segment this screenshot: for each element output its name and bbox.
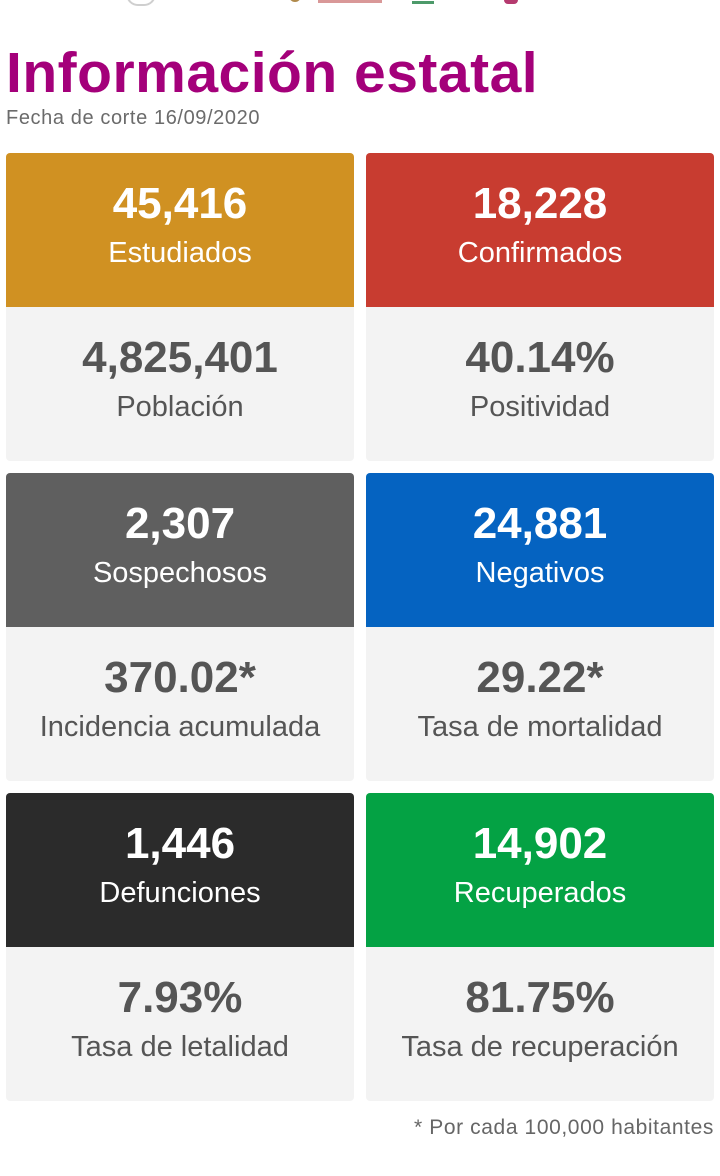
government-seal-logo [126, 0, 156, 6]
mortalidad-label: Tasa de mortalidad [417, 711, 663, 743]
recuperacion-label: Tasa de recuperación [401, 1031, 679, 1063]
card-header-estudiados: 45,416 Estudiados [6, 153, 354, 307]
header-logos [0, 0, 720, 8]
card-sospechosos: 2,307 Sospechosos 370.02* Incidencia acu… [6, 473, 354, 781]
card-body-positividad: 40.14% Positividad [366, 307, 714, 461]
card-header-negativos: 24,881 Negativos [366, 473, 714, 627]
positividad-label: Positividad [469, 391, 611, 423]
card-header-sospechosos: 2,307 Sospechosos [6, 473, 354, 627]
incidencia-value: 370.02* [104, 653, 256, 702]
incidencia-label: Incidencia acumulada [39, 711, 321, 743]
poblacion-value: 4,825,401 [82, 333, 278, 382]
page-header: Información estatal Fecha de corte 16/09… [6, 40, 538, 130]
positividad-value: 40.14% [465, 333, 615, 382]
card-negativos: 24,881 Negativos 29.22* Tasa de mortalid… [366, 473, 714, 781]
card-header-defunciones: 1,446 Defunciones [6, 793, 354, 947]
card-body-recuperacion: 81.75% Tasa de recuperación [366, 947, 714, 1101]
card-body-mortalidad: 29.22* Tasa de mortalidad [366, 627, 714, 781]
card-body-letalidad: 7.93% Tasa de letalidad [6, 947, 354, 1101]
health-logo [412, 1, 434, 4]
recuperados-label: Recuperados [453, 877, 627, 909]
card-header-confirmados: 18,228 Confirmados [366, 153, 714, 307]
footnote: * Por cada 100,000 habitantes [414, 1116, 714, 1139]
recuperados-value: 14,902 [472, 819, 608, 868]
institution-logo [504, 0, 518, 4]
letalidad-label: Tasa de letalidad [71, 1031, 289, 1063]
state-emblem-logo [289, 0, 301, 2]
mortalidad-value: 29.22* [476, 653, 604, 702]
recuperacion-value: 81.75% [465, 973, 615, 1022]
page-title: Información estatal [6, 41, 539, 105]
state-wordmark-logo [318, 0, 382, 3]
card-confirmados: 18,228 Confirmados 40.14% Positividad [366, 153, 714, 461]
card-estudiados: 45,416 Estudiados 4,825,401 Población [6, 153, 354, 461]
letalidad-value: 7.93% [117, 973, 243, 1022]
card-recuperados: 14,902 Recuperados 81.75% Tasa de recupe… [366, 793, 714, 1101]
poblacion-label: Población [116, 391, 244, 423]
card-defunciones: 1,446 Defunciones 7.93% Tasa de letalida… [6, 793, 354, 1101]
negativos-label: Negativos [475, 557, 605, 589]
cutoff-date: Fecha de corte 16/09/2020 [6, 107, 261, 129]
defunciones-label: Defunciones [99, 877, 261, 909]
sospechosos-label: Sospechosos [92, 557, 268, 589]
card-body-incidencia: 370.02* Incidencia acumulada [6, 627, 354, 781]
defunciones-value: 1,446 [124, 819, 236, 868]
confirmados-label: Confirmados [457, 237, 623, 269]
sospechosos-value: 2,307 [124, 499, 236, 548]
negativos-value: 24,881 [472, 499, 608, 548]
estudiados-value: 45,416 [112, 179, 248, 228]
confirmados-value: 18,228 [472, 179, 608, 228]
card-header-recuperados: 14,902 Recuperados [366, 793, 714, 947]
card-body-poblacion: 4,825,401 Población [6, 307, 354, 461]
estudiados-label: Estudiados [108, 237, 252, 269]
